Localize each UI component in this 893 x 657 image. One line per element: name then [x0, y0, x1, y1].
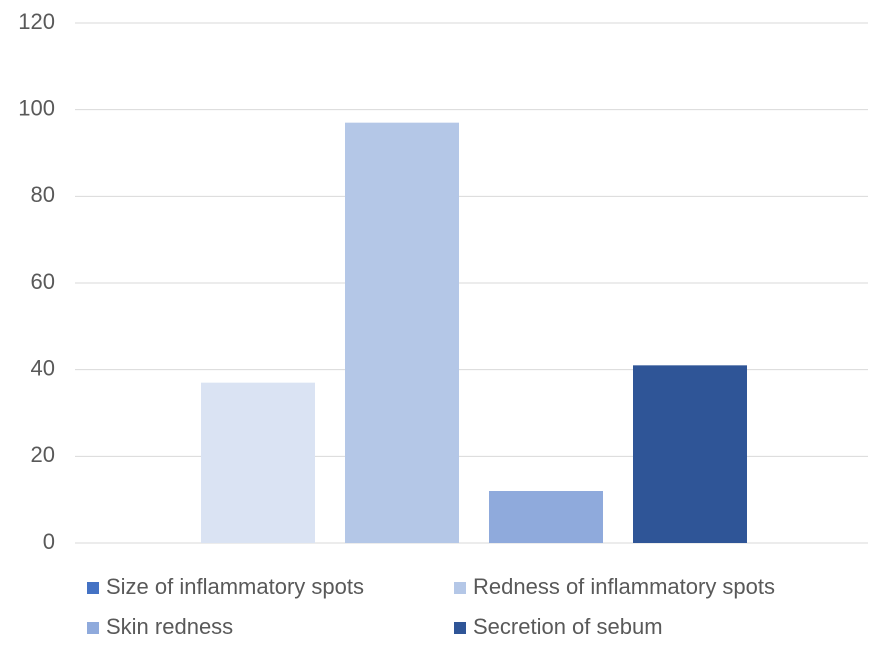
legend-swatch [454, 622, 466, 634]
legend-label: Size of inflammatory spots [106, 574, 364, 599]
y-tick-label: 100 [18, 95, 55, 120]
y-tick-label: 20 [31, 442, 55, 467]
y-tick-label: 60 [31, 269, 55, 294]
legend-swatch [87, 622, 99, 634]
legend-label: Skin redness [106, 614, 233, 639]
bar [201, 382, 315, 543]
y-tick-label: 80 [31, 182, 55, 207]
bar [345, 122, 459, 544]
bar [633, 365, 747, 543]
legend-swatch [454, 582, 466, 594]
legend-label: Redness of inflammatory spots [473, 574, 775, 599]
legend-label: Secretion of sebum [473, 614, 663, 639]
y-tick-label: 0 [43, 529, 55, 554]
legend-swatch [87, 582, 99, 594]
y-tick-label: 120 [18, 9, 55, 34]
y-tick-label: 40 [31, 355, 55, 380]
bar [489, 491, 603, 543]
